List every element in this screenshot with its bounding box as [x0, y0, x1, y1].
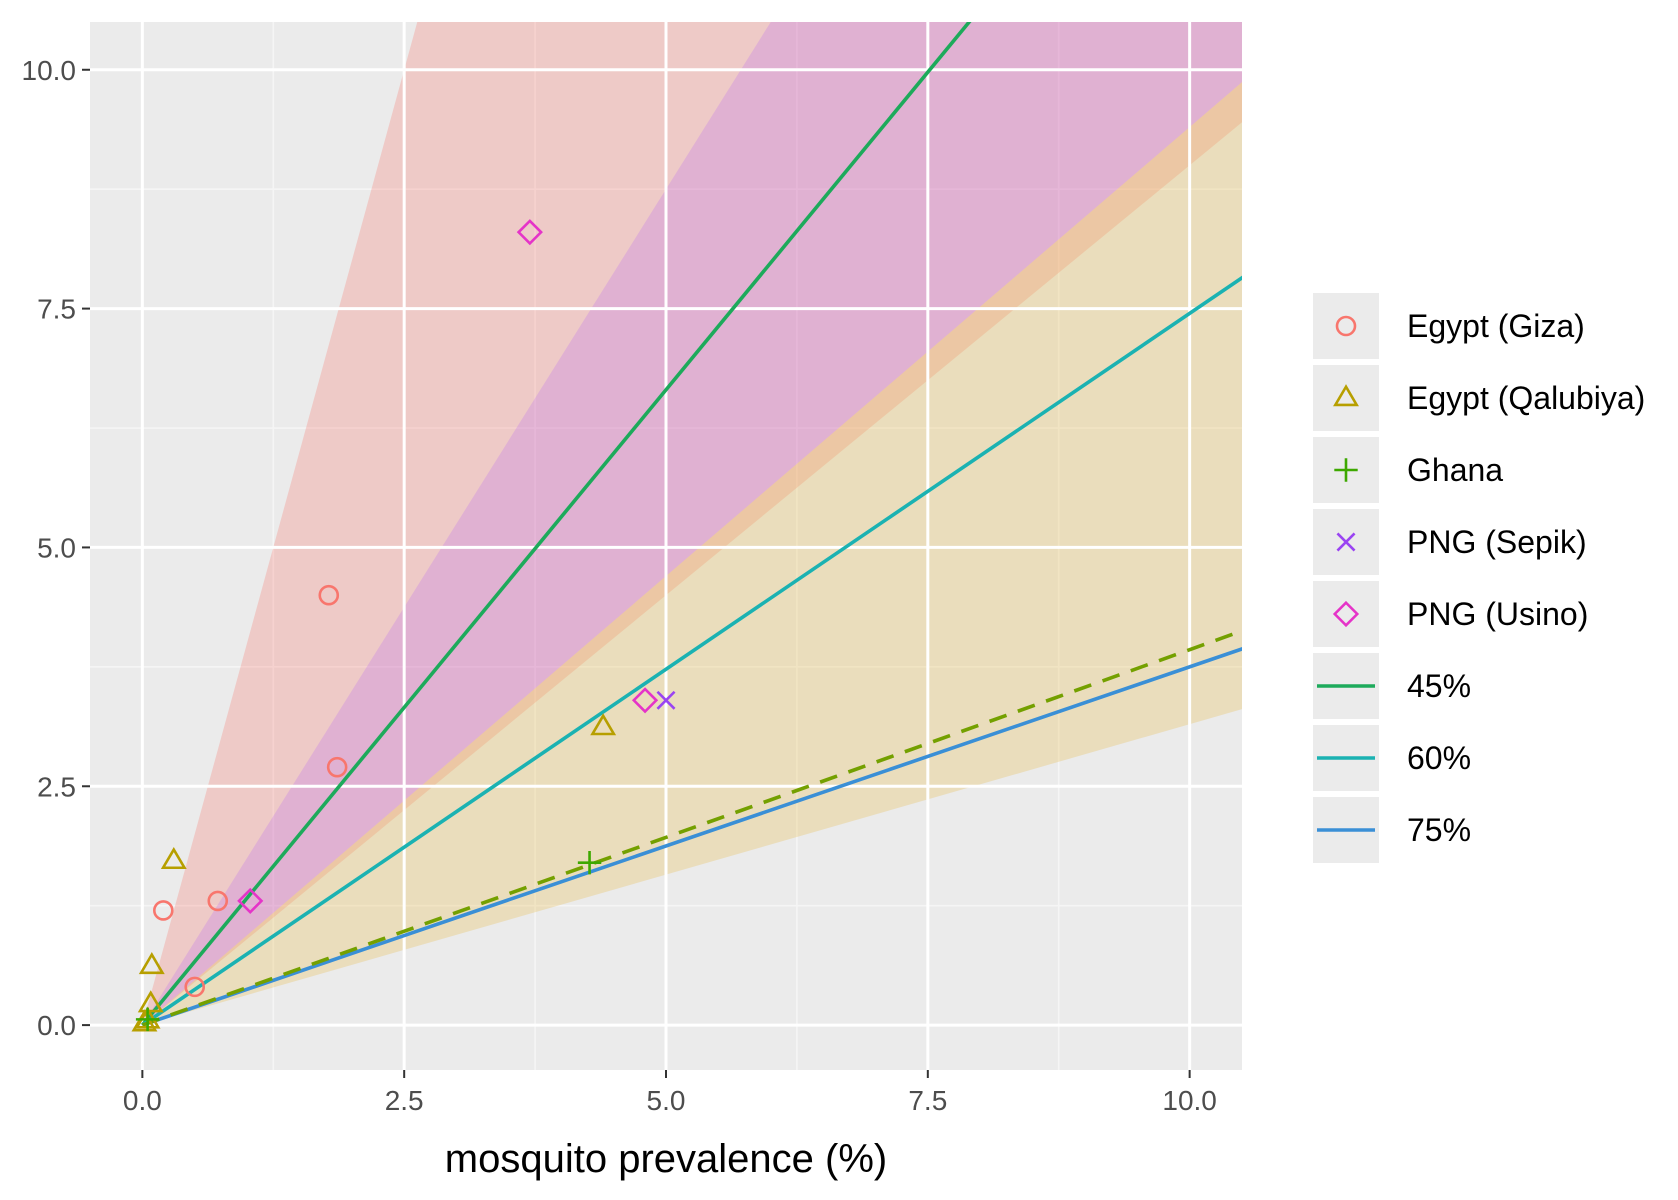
point-egypt-giza	[153, 900, 174, 921]
point-egypt-giza	[207, 890, 229, 912]
y-tick-label: 0.0	[37, 1010, 76, 1041]
y-tick-label: 5.0	[37, 532, 76, 563]
confidence-band-2	[142, 22, 1242, 1026]
legend-label-75pct: 75%	[1407, 812, 1471, 848]
point-png-usino	[516, 219, 543, 246]
point-egypt-giza	[326, 756, 348, 778]
point-egypt-qalubiya	[160, 846, 187, 870]
x-axis-title: mosquito prevalence (%)	[445, 1137, 887, 1181]
x-tick-label: 0.0	[123, 1085, 162, 1116]
fit-line-45pct	[140, 22, 972, 1027]
fit-line-60pct	[141, 275, 1242, 1027]
grid-major	[90, 22, 1242, 1070]
legend-key-bg	[1313, 581, 1379, 647]
legend-marker-png-usino	[1332, 600, 1360, 628]
point-egypt-qalubiya	[138, 952, 165, 975]
x-tick-label: 5.0	[647, 1085, 686, 1116]
fit-lines	[140, 22, 1242, 1027]
fit-line-75pct	[141, 647, 1242, 1027]
point-png-usino	[237, 887, 264, 914]
point-ghana	[135, 1007, 160, 1032]
legend-marker-png-sepik	[1336, 532, 1356, 552]
x-tick-label: 2.5	[385, 1085, 424, 1116]
legend-marker-egypt-qalubiya	[1333, 384, 1359, 407]
data-points	[131, 219, 676, 1032]
fit-line-dashed	[141, 628, 1242, 1027]
x-tick-label: 10.0	[1162, 1085, 1217, 1116]
legend-key-bg	[1313, 365, 1379, 431]
point-ghana	[577, 850, 602, 875]
legend-label-60pct: 60%	[1407, 740, 1471, 776]
y-tick-label: 7.5	[37, 294, 76, 325]
legend: Egypt (Giza) Egypt (Qalubiya) Ghana PNG (Se…	[1313, 293, 1645, 863]
confidence-band-1	[142, 22, 1242, 1026]
x-tick-label: 7.5	[908, 1085, 947, 1116]
point-egypt-qalubiya	[590, 713, 617, 736]
legend-marker-egypt-giza	[1335, 315, 1357, 337]
point-png-sepik	[656, 690, 676, 710]
legend-label-45pct: 45%	[1407, 668, 1471, 704]
legend-label-egypt-qalubiya: Egypt (Qalubiya)	[1407, 380, 1645, 416]
confidence-band-3	[142, 82, 1242, 1026]
legend-label-ghana: Ghana	[1407, 452, 1503, 488]
legend-label-png-usino: PNG (Usino)	[1407, 596, 1588, 632]
point-egypt-giza	[184, 976, 206, 998]
legend-key-bg	[1313, 293, 1379, 359]
legend-label-png-sepik: PNG (Sepik)	[1407, 524, 1587, 560]
legend-label-egypt-giza: Egypt (Giza)	[1407, 308, 1585, 344]
y-axis: 0.0 2.5 5.0 7.5 10.0	[22, 55, 90, 1041]
legend-marker-ghana	[1334, 458, 1358, 482]
y-tick-label: 10.0	[22, 55, 77, 86]
confidence-bands	[142, 22, 1242, 1026]
point-png-usino	[631, 687, 659, 714]
point-egypt-qalubiya	[137, 990, 164, 1013]
y-tick-label: 2.5	[37, 771, 76, 802]
x-axis: 0.0 2.5 5.0 7.5 10.0	[123, 1070, 1217, 1116]
point-egypt-giza	[318, 584, 340, 606]
